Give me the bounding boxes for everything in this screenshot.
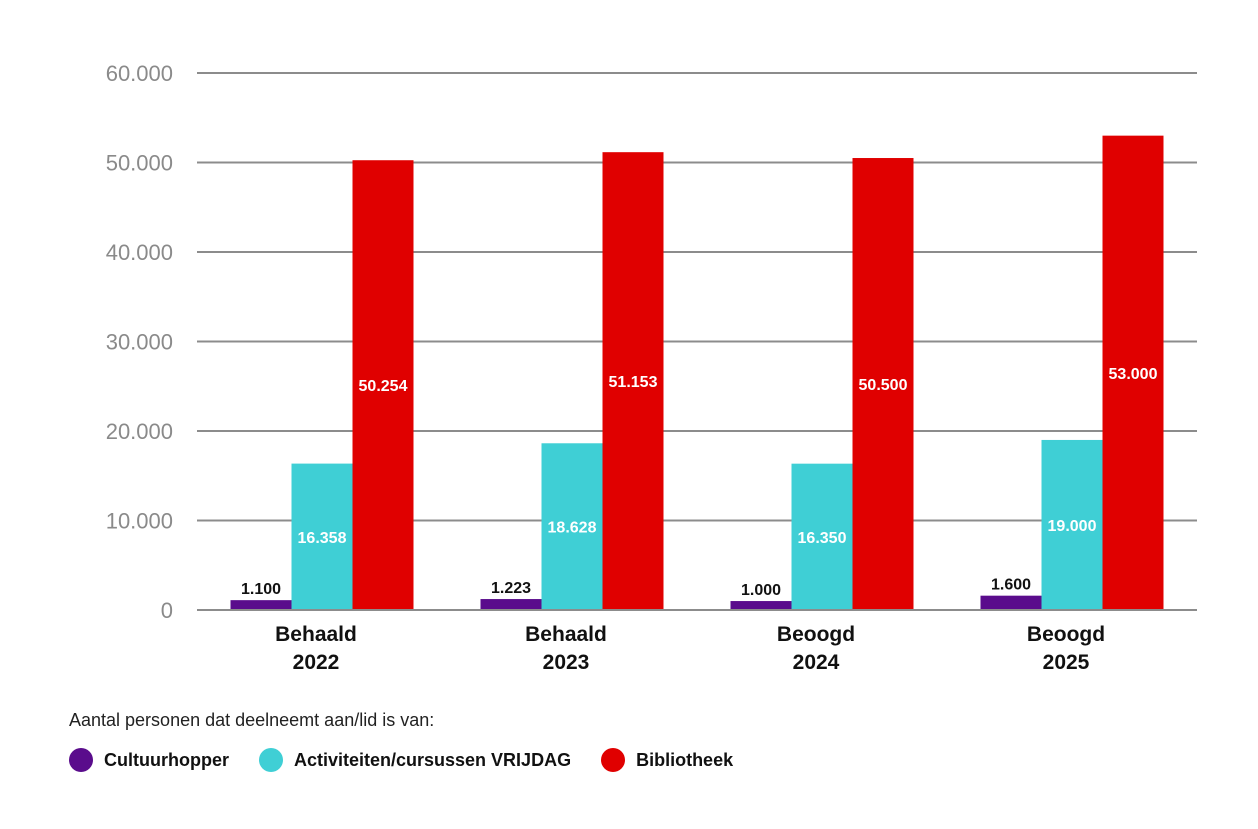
data-labels: 1.100 16.358 50.254 1.223 18.628 51.153 1.000 1… (241, 366, 1158, 599)
bars (230, 135, 1164, 611)
y-tick-label: 0 (161, 598, 173, 623)
legend-item-activiteiten: Activiteiten/cursussen VRIJDAG (258, 748, 572, 772)
data-label: 16.350 (798, 530, 847, 547)
x-tick-label: Beoogd (1027, 623, 1105, 646)
legend: Cultuurhopper Activiteiten/cursussen VRI… (69, 748, 763, 772)
bar (230, 600, 292, 610)
bar (730, 601, 792, 610)
legend-label-activiteiten: Activiteiten/cursussen VRIJDAG (293, 749, 572, 770)
x-tick-label: Behaald (525, 623, 607, 646)
data-label: 53.000 (1109, 366, 1158, 383)
legend-swatch-cultuurhopper (69, 748, 93, 772)
legend-swatch-bibliotheek (601, 748, 626, 772)
y-tick-label: 40.000 (106, 240, 173, 265)
data-label: 16.358 (298, 530, 347, 547)
data-label: 51.153 (609, 374, 658, 391)
data-label: 50.254 (359, 378, 408, 395)
y-tick-label: 10.000 (106, 509, 173, 534)
y-axis-ticks: 0 10.000 20.000 30.000 40.000 50.000 60.000 (106, 61, 173, 623)
data-label: 1.600 (991, 577, 1031, 594)
data-label: 1.100 (241, 581, 281, 598)
bar (480, 599, 542, 610)
bar (852, 158, 914, 610)
legend-caption: Aantal personen dat deelneemt aan/lid is… (69, 710, 435, 730)
y-tick-label: 60.000 (106, 61, 173, 86)
bar (980, 595, 1042, 610)
x-tick-label: 2023 (543, 651, 590, 674)
x-tick-label: 2022 (293, 651, 340, 674)
x-axis-ticks: Behaald 2022 Behaald 2023 Beoogd 2024 Beoogd 20… (197, 609, 1197, 674)
x-tick-label: Behaald (275, 623, 357, 646)
bar (291, 463, 353, 610)
data-label: 18.628 (548, 520, 597, 537)
legend-swatch-activiteiten (258, 748, 283, 772)
data-label: 19.000 (1048, 518, 1097, 535)
bar (352, 160, 414, 611)
bar (1041, 439, 1103, 610)
legend-item-cultuurhopper: Cultuurhopper (69, 748, 229, 772)
x-tick-label: 2025 (1043, 651, 1090, 674)
bar (791, 463, 853, 610)
y-tick-label: 20.000 (106, 419, 173, 444)
legend-item-bibliotheek: Bibliotheek (601, 748, 733, 772)
bar-chart: 0 10.000 20.000 30.000 40.000 50.000 60.000 1.… (106, 61, 1197, 674)
data-label: 1.223 (491, 580, 531, 597)
bar (602, 152, 664, 610)
x-tick-label: 2024 (793, 651, 840, 674)
legend-label-cultuurhopper: Cultuurhopper (104, 749, 229, 770)
bar (541, 443, 603, 610)
y-tick-label: 30.000 (106, 330, 173, 355)
bar (1102, 135, 1164, 610)
data-label: 1.000 (741, 582, 781, 599)
x-tick-label: Beoogd (777, 623, 855, 646)
y-tick-label: 50.000 (106, 151, 173, 176)
data-label: 50.500 (859, 377, 908, 394)
legend-label-bibliotheek: Bibliotheek (636, 749, 734, 770)
